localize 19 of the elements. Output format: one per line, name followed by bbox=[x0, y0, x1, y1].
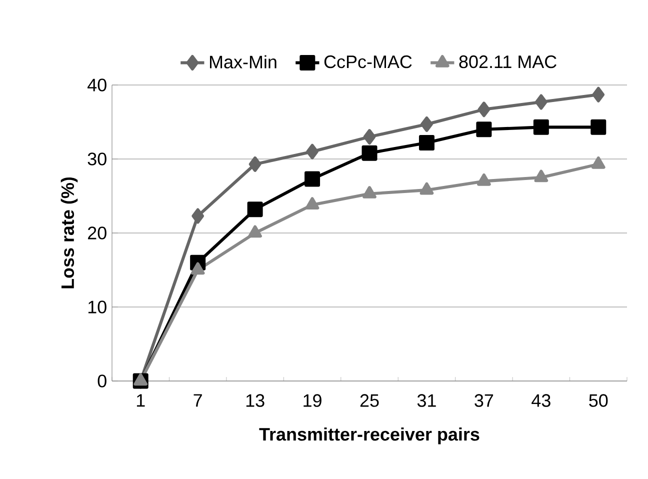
legend-label: Max-Min bbox=[210, 55, 276, 68]
x-axis-title: Transmitter-receiver pairs bbox=[259, 427, 480, 444]
x-tick-label: 25 bbox=[360, 394, 379, 407]
x-tick-label: 1 bbox=[136, 394, 145, 407]
y-tick-label: 40 bbox=[88, 78, 106, 92]
y-tick-label: 20 bbox=[88, 226, 106, 240]
x-tick-label: 19 bbox=[304, 394, 322, 407]
legend-label: CcPc-MAC bbox=[324, 55, 412, 68]
x-tick-label: 37 bbox=[474, 394, 494, 407]
x-tick-label: 31 bbox=[417, 394, 436, 407]
y-axis-title: Loss rate (%) bbox=[60, 177, 78, 288]
x-tick-label: 7 bbox=[194, 394, 202, 407]
x-tick-label: 50 bbox=[589, 394, 608, 407]
x-tick-label: 43 bbox=[532, 394, 550, 407]
y-tick-label: 0 bbox=[98, 374, 106, 388]
legend-label: 802.11 MAC bbox=[459, 55, 556, 68]
y-tick-label: 30 bbox=[88, 152, 106, 166]
y-tick-label: 10 bbox=[88, 300, 106, 314]
x-tick-label: 13 bbox=[246, 394, 264, 407]
